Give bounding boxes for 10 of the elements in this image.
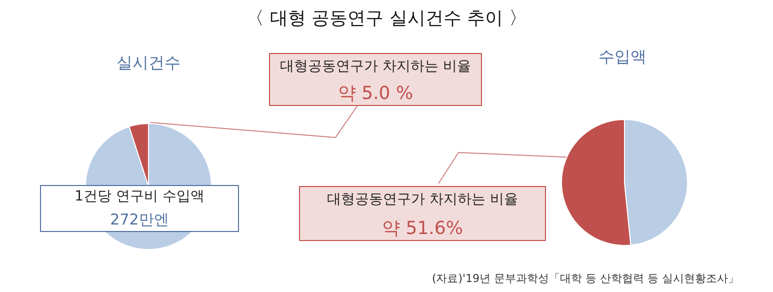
text: 대형공동연구가 차지하는 비율 <box>327 192 518 208</box>
text: 약 51.6% <box>382 218 463 239</box>
chart-title: 수입액 <box>598 47 646 66</box>
text: 272만엔 <box>110 210 169 228</box>
chart-title: 실시건수 <box>116 53 180 72</box>
text: 약 5.0 % <box>338 83 414 104</box>
text: 1건당 연구비 수입액 <box>74 188 204 204</box>
text: 〈 대형 공동연구 실시건수 추이 〉 <box>246 8 527 29</box>
text: (자료)'19년 문부과학성「대학 등 산학협력 등 실시현황조사」 <box>432 272 740 285</box>
text: 대형공동연구가 차지하는 비율 <box>280 58 471 74</box>
